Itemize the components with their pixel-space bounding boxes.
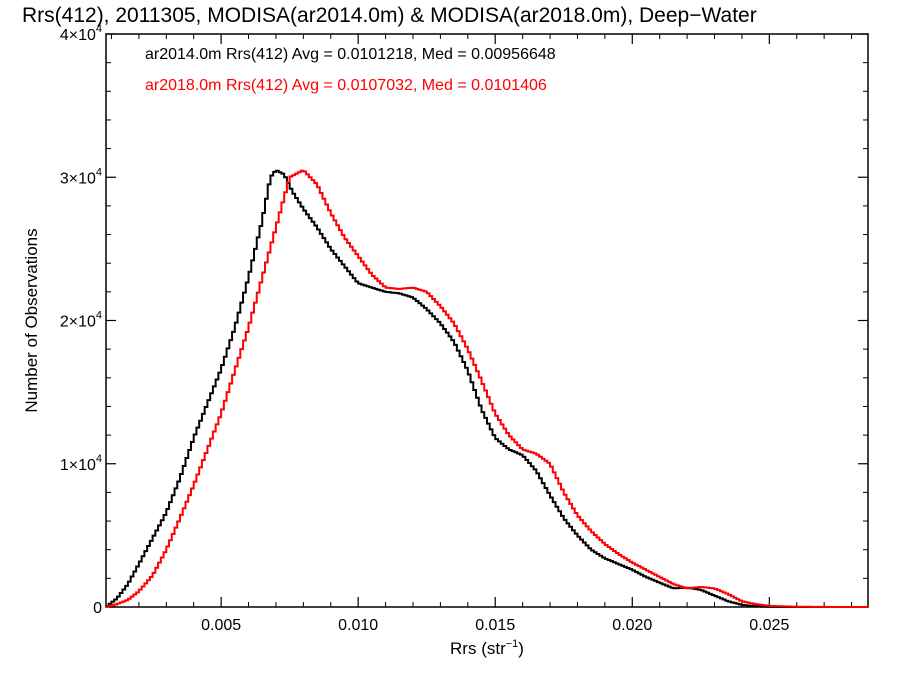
y-tick-exponent: 4 <box>96 166 102 178</box>
plot-area <box>105 33 869 608</box>
x-axis-label-exponent: −1 <box>506 638 519 650</box>
x-tick-label: 0.005 <box>201 617 241 634</box>
x-tick-label: 0.015 <box>475 617 515 634</box>
y-tick-mantissa: 2×10 <box>60 314 96 331</box>
x-axis-label: Rrs (str−1) <box>450 638 524 658</box>
series-layer <box>106 169 868 608</box>
series-line-ar2014.0m <box>106 169 868 608</box>
y-tick-label: 2×104 <box>60 310 102 331</box>
y-tick-label: 1×104 <box>60 453 102 474</box>
y-tick-mantissa: 1×10 <box>60 457 96 474</box>
legend-entry-ar2018.0m: ar2018.0m Rrs(412) Avg = 0.0107032, Med … <box>145 77 547 94</box>
legend: ar2014.0m Rrs(412) Avg = 0.0101218, Med … <box>145 46 556 94</box>
series-line-ar2018.0m <box>106 169 868 608</box>
y-tick-mantissa: 3×10 <box>60 170 96 187</box>
x-tick-label: 0.010 <box>338 617 378 634</box>
x-tick-label: 0.025 <box>749 617 789 634</box>
x-axis-label-text: Rrs (str <box>450 639 506 658</box>
y-tick-label: 0 <box>93 600 102 617</box>
y-tick-mantissa: 0 <box>93 600 102 617</box>
plot-frame <box>105 33 869 608</box>
y-tick-exponent: 4 <box>96 310 102 322</box>
y-axis-label: Number of Observations <box>22 228 41 412</box>
x-axis-label-close: ) <box>518 639 524 658</box>
y-tick-exponent: 4 <box>96 453 102 465</box>
y-tick-exponent: 4 <box>96 23 102 35</box>
x-tick-label: 0.020 <box>612 617 652 634</box>
y-tick-label: 3×104 <box>60 166 102 187</box>
legend-entry-ar2014.0m: ar2014.0m Rrs(412) Avg = 0.0101218, Med … <box>145 46 556 63</box>
chart-title: Rrs(412), 2011305, MODISA(ar2014.0m) & M… <box>22 4 757 27</box>
y-tick-mantissa: 4×10 <box>60 27 96 44</box>
x-axis-ticks: 0.005 0.010 0.015 0.020 0.025 <box>110 34 853 634</box>
y-tick-label: 4×104 <box>60 23 102 44</box>
